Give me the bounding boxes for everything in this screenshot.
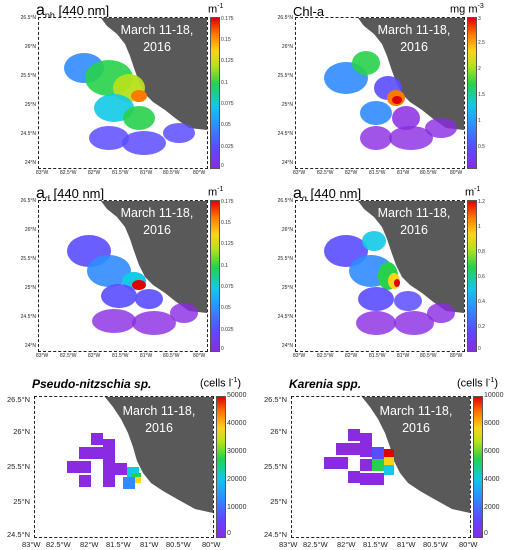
- colorbar-unit: mg m-3: [450, 3, 484, 16]
- colorbar-unit: m-1: [208, 186, 224, 199]
- colorbar-unit: m-1: [208, 3, 224, 16]
- date-label: March 11-18, 2016: [377, 23, 451, 54]
- observation-blobs: [324, 231, 455, 335]
- colorbar-unit: m-1: [465, 186, 481, 199]
- colorbar: [467, 17, 477, 169]
- panel-title: Chl-a: [293, 4, 325, 19]
- observation-blobs: [324, 51, 457, 150]
- map-frame: March 11-18, 2016: [291, 396, 471, 538]
- florida-land: [64, 18, 207, 155]
- colorbar: [210, 17, 220, 169]
- panel-title: Karenia spp.: [289, 377, 362, 391]
- florida-land: [67, 201, 207, 335]
- sample-grid-cells: [324, 429, 394, 485]
- date-label: March 11-18, 2016: [120, 23, 194, 54]
- florida-land: [324, 397, 470, 513]
- panel-aph: aph [440 nm] m-1 March 11-18, 2016 0.175: [20, 2, 234, 176]
- florida-land: [324, 18, 464, 150]
- colorbar: [473, 396, 483, 538]
- observation-blobs: [67, 235, 198, 335]
- panel-title: ag [440 nm]: [293, 185, 362, 204]
- panel-karenia: Karenia spp. (cells l-1): [263, 377, 504, 549]
- map-frame: March 11-18, 2016: [38, 200, 208, 352]
- date-label: March 11-18, 2016: [377, 206, 451, 237]
- panel-ag: ag [440 nm] m-1 March 11-18, 2016: [277, 185, 485, 359]
- panel-pseudo-nitzschia: Pseudo-nitzschia sp. (cells l-1): [6, 377, 247, 549]
- panel-title: ad [440 nm]: [36, 185, 105, 204]
- map-frame: March 11-18, 2016: [295, 17, 465, 169]
- colorbar: [467, 200, 477, 352]
- date-label: March 11-18, 2016: [122, 404, 196, 435]
- date-label: March 11-18, 2016: [120, 206, 194, 237]
- colorbar: [210, 200, 220, 352]
- date-label: March 11-18, 2016: [379, 404, 453, 435]
- panel-title: aph [440 nm]: [36, 2, 110, 21]
- sample-grid-cells: [67, 433, 141, 489]
- map-frame: March 11-18, 2016: [34, 396, 214, 538]
- panel-title: Pseudo-nitzschia sp.: [32, 377, 152, 391]
- florida-land: [67, 397, 213, 513]
- panel-chla: Chl-a mg m-3 March 11-18, 2016 3: [277, 3, 485, 176]
- map-frame: March 11-18, 2016: [38, 17, 208, 169]
- observation-blobs: [64, 53, 195, 155]
- panel-ad: ad [440 nm] m-1 March 11-18, 2016 0.175: [20, 185, 234, 359]
- florida-land: [324, 201, 464, 335]
- map-frame: March 11-18, 2016: [295, 200, 465, 352]
- colorbar: [216, 396, 226, 538]
- colorbar-unit: (cells l-1): [457, 377, 499, 390]
- colorbar-unit: (cells l-1): [200, 377, 242, 390]
